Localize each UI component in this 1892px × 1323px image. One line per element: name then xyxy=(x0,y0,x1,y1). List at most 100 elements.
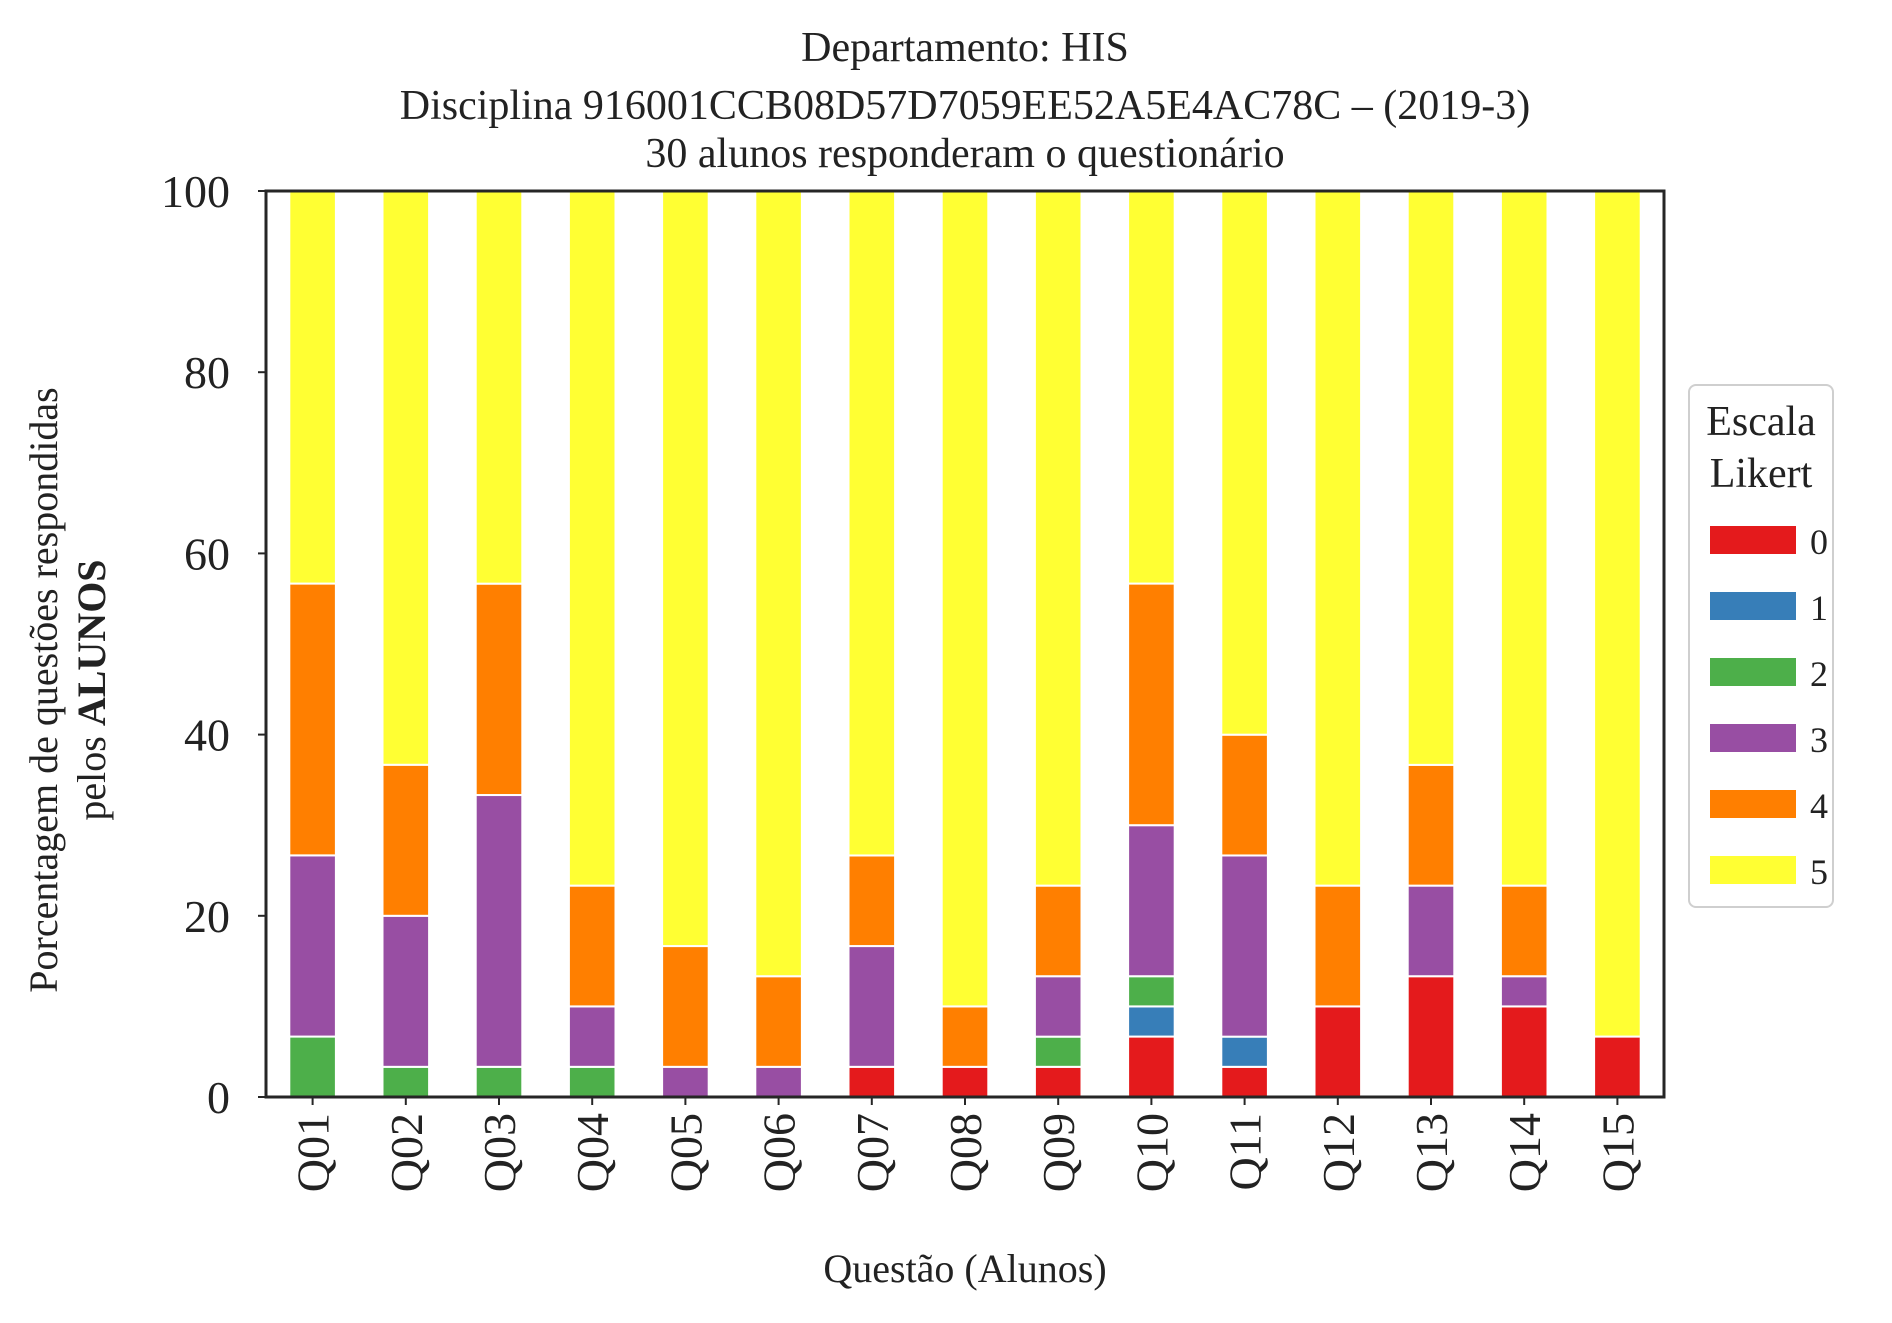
bar-segment-q06-level-5 xyxy=(754,190,803,978)
x-tick-label-q02: Q02 xyxy=(381,1113,432,1192)
legend-item-0: 0 xyxy=(1710,522,1828,562)
x-tick-label-q06: Q06 xyxy=(754,1113,805,1192)
legend-item-1: 1 xyxy=(1710,588,1828,628)
y-axis-ticks: 0 20 40 60 80 100 xyxy=(161,166,266,1123)
legend: Escala Likert 0 1 2 3 4 5 xyxy=(1688,384,1834,908)
bar-segment-q14-level-4 xyxy=(1499,884,1549,978)
legend-label-5: 5 xyxy=(1810,852,1828,892)
bar-segment-q12-level-0 xyxy=(1313,1005,1363,1099)
bar-segment-q09-level-3 xyxy=(1033,975,1083,1038)
bar-segment-q11-level-5 xyxy=(1220,190,1269,736)
bar-segment-q05-level-4 xyxy=(661,945,710,1068)
y-tick-label-0: 0 xyxy=(207,1072,230,1123)
bar-segment-q11-level-4 xyxy=(1220,733,1269,857)
legend-swatch-0 xyxy=(1710,526,1796,554)
y-tick-label-40: 40 xyxy=(184,710,230,761)
bar-segment-q05-level-3 xyxy=(661,1065,710,1098)
bar-segment-q11-level-1 xyxy=(1220,1035,1269,1068)
bar-segment-q09-level-2 xyxy=(1033,1035,1083,1068)
x-tick-label-q08: Q08 xyxy=(940,1113,991,1192)
x-tick-label-q11: Q11 xyxy=(1220,1113,1271,1191)
x-axis-ticks: Q01 Q02 Q03 Q04 Q05 Q06 Q07 Q08 Q09 Q10 Q11 Q12 Q13 Q… xyxy=(288,1097,1643,1192)
x-tick-label-q12: Q12 xyxy=(1313,1113,1364,1192)
bar-segment-q07-level-5 xyxy=(847,190,897,857)
bar-segment-q02-level-3 xyxy=(381,914,431,1068)
legend-item-5: 5 xyxy=(1710,852,1828,892)
bar-segment-q08-level-0 xyxy=(940,1065,990,1098)
bar-segment-q10-level-5 xyxy=(1127,190,1176,585)
y-axis-label-line-2: pelos ALUNOS xyxy=(68,90,116,1290)
bar-segment-q04-level-2 xyxy=(567,1065,617,1098)
legend-label-3: 3 xyxy=(1810,720,1828,760)
bar-segment-q10-level-2 xyxy=(1127,975,1176,1008)
y-axis-label-prefix: pelos xyxy=(69,726,114,821)
bar-segment-q06-level-4 xyxy=(754,975,803,1068)
x-tick-label-q01: Q01 xyxy=(288,1113,339,1192)
bar-segment-q11-level-0 xyxy=(1220,1065,1269,1098)
bar-segment-q13-level-4 xyxy=(1406,763,1456,887)
bar-segment-q13-level-5 xyxy=(1406,190,1456,766)
bar-segment-q07-level-0 xyxy=(847,1065,897,1098)
y-tick-label-100: 100 xyxy=(161,166,230,217)
bar-segment-q13-level-0 xyxy=(1406,975,1456,1099)
bar-segment-q01-level-5 xyxy=(288,190,337,585)
legend-label-4: 4 xyxy=(1810,786,1828,826)
bar-segment-q13-level-3 xyxy=(1406,884,1456,978)
legend-swatch-2 xyxy=(1710,658,1796,686)
bar-segment-q10-level-4 xyxy=(1127,582,1176,827)
bar-segment-q03-level-3 xyxy=(474,794,524,1068)
legend-label-0: 0 xyxy=(1810,522,1828,562)
y-axis-label-bold: ALUNOS xyxy=(69,559,114,727)
bar-segment-q09-level-0 xyxy=(1033,1065,1083,1098)
x-tick-label-q04: Q04 xyxy=(567,1113,618,1192)
bar-segment-q10-level-0 xyxy=(1127,1035,1176,1099)
bar-segment-q03-level-5 xyxy=(474,190,524,585)
bar-segment-q14-level-3 xyxy=(1499,975,1549,1008)
bar-segment-q04-level-4 xyxy=(567,884,617,1008)
legend-title-line-1: Escala xyxy=(1706,399,1816,445)
bar-segment-q09-level-4 xyxy=(1033,884,1083,978)
bar-segment-q02-level-5 xyxy=(381,190,431,766)
x-tick-label-q14: Q14 xyxy=(1499,1113,1550,1192)
bar-segment-q14-level-5 xyxy=(1499,190,1549,887)
chart-title-line-2: Disciplina 916001CCB08D57D7059EE52A5E4AC… xyxy=(399,83,1531,129)
legend-item-3: 3 xyxy=(1710,720,1828,760)
legend-swatch-5 xyxy=(1710,856,1796,884)
x-tick-label-q10: Q10 xyxy=(1126,1113,1177,1192)
x-tick-label-q05: Q05 xyxy=(660,1113,711,1192)
bar-segment-q15-level-5 xyxy=(1593,190,1642,1038)
chart-title-line-1: Departamento: HIS xyxy=(801,25,1129,71)
bar-segment-q08-level-5 xyxy=(940,190,990,1008)
y-tick-label-20: 20 xyxy=(184,891,230,942)
x-tick-label-q03: Q03 xyxy=(474,1113,525,1192)
legend-label-1: 1 xyxy=(1810,588,1828,628)
bar-segment-q08-level-4 xyxy=(940,1005,990,1068)
bar-segment-q06-level-3 xyxy=(754,1065,803,1098)
legend-title: Escala Likert xyxy=(1690,396,1832,500)
y-axis-label-line-1: Porcentagem de questões respondidas xyxy=(21,387,66,993)
bar-segment-q12-level-4 xyxy=(1313,884,1363,1008)
x-tick-label-q13: Q13 xyxy=(1406,1113,1457,1192)
y-tick-label-80: 80 xyxy=(184,347,230,398)
bar-segment-q10-level-1 xyxy=(1127,1005,1176,1038)
bar-segment-q04-level-3 xyxy=(567,1005,617,1068)
bar-segment-q07-level-3 xyxy=(847,945,897,1068)
bar-segment-q07-level-4 xyxy=(847,854,897,948)
legend-title-line-2: Likert xyxy=(1709,451,1813,497)
bar-segment-q10-level-3 xyxy=(1127,824,1176,978)
bar-segment-q05-level-5 xyxy=(661,190,710,948)
bar-segment-q03-level-2 xyxy=(474,1065,524,1098)
bar-segment-q03-level-4 xyxy=(474,582,524,797)
bar-segment-q04-level-5 xyxy=(567,190,617,887)
legend-swatch-4 xyxy=(1710,790,1796,818)
bar-segment-q02-level-4 xyxy=(381,763,431,917)
legend-item-2: 2 xyxy=(1710,654,1828,694)
chart-title-line-3: 30 alunos responderam o questionário xyxy=(645,131,1285,177)
x-tick-label-q15: Q15 xyxy=(1592,1113,1643,1192)
bar-segment-q14-level-0 xyxy=(1499,1005,1549,1099)
bar-segment-q02-level-2 xyxy=(381,1065,431,1098)
bar-segment-q15-level-0 xyxy=(1593,1035,1642,1099)
bar-segment-q01-level-4 xyxy=(288,582,337,857)
legend-label-2: 2 xyxy=(1810,654,1828,694)
bar-segment-q09-level-5 xyxy=(1033,190,1083,887)
